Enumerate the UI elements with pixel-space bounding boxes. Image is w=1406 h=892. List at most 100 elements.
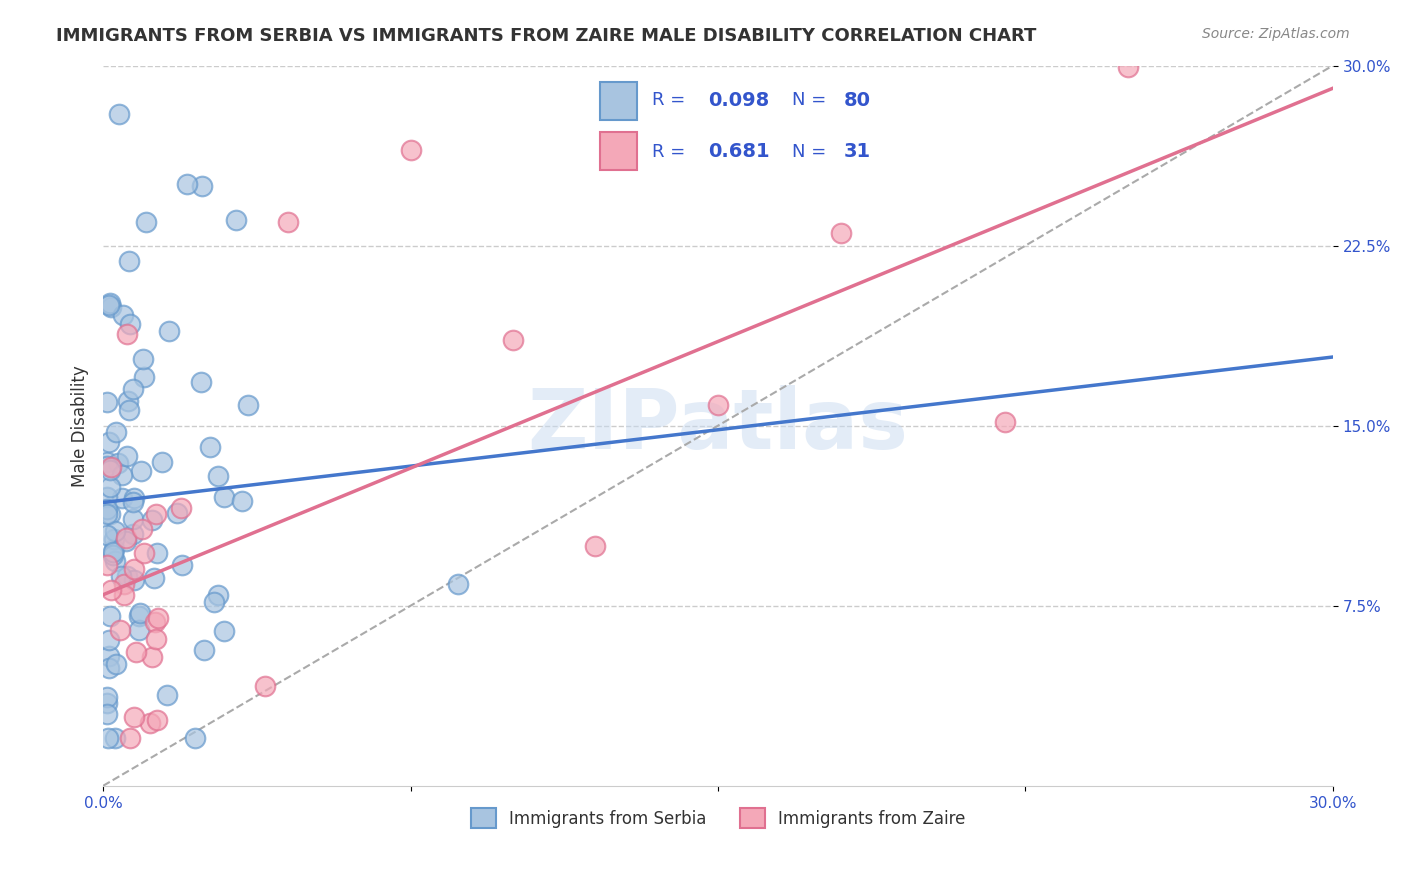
Text: ZIPatlas: ZIPatlas <box>527 385 908 467</box>
Immigrants from Serbia <box>114 533 136 548</box>
Immigrants from Serbia <box>117 394 139 409</box>
Immigrants from Zaire <box>994 415 1017 429</box>
Immigrants from Zaire <box>141 649 163 664</box>
Immigrants from Zaire <box>254 679 277 693</box>
Immigrants from Zaire <box>145 632 167 646</box>
Immigrants from Serbia <box>98 298 121 312</box>
FancyBboxPatch shape <box>600 132 637 169</box>
Immigrants from Serbia <box>225 213 247 227</box>
Immigrants from Serbia <box>97 660 120 674</box>
Immigrants from Serbia <box>128 623 150 637</box>
Immigrants from Serbia <box>107 106 129 120</box>
Immigrants from Zaire <box>122 562 145 576</box>
Text: Source: ZipAtlas.com: Source: ZipAtlas.com <box>1202 27 1350 41</box>
Text: IMMIGRANTS FROM SERBIA VS IMMIGRANTS FROM ZAIRE MALE DISABILITY CORRELATION CHAR: IMMIGRANTS FROM SERBIA VS IMMIGRANTS FRO… <box>56 27 1036 45</box>
Immigrants from Serbia <box>98 434 121 449</box>
Immigrants from Serbia <box>110 569 132 583</box>
Immigrants from Zaire <box>1116 60 1139 74</box>
Immigrants from Serbia <box>96 696 118 710</box>
Immigrants from Serbia <box>96 455 118 469</box>
Immigrants from Serbia <box>122 527 145 541</box>
Immigrants from Serbia <box>166 506 188 520</box>
Immigrants from Serbia <box>104 524 127 538</box>
Text: 80: 80 <box>844 91 872 110</box>
Immigrants from Serbia <box>128 606 150 620</box>
Text: N =: N = <box>792 91 831 109</box>
Immigrants from Serbia <box>115 569 138 583</box>
Immigrants from Serbia <box>236 398 259 412</box>
Immigrants from Serbia <box>98 463 121 477</box>
Immigrants from Zaire <box>134 546 156 560</box>
Immigrants from Serbia <box>150 455 173 469</box>
Immigrants from Serbia <box>170 558 193 573</box>
Immigrants from Zaire <box>110 623 132 637</box>
Immigrants from Serbia <box>202 595 225 609</box>
Immigrants from Serbia <box>132 370 155 384</box>
Immigrants from Serbia <box>97 731 120 745</box>
Immigrants from Serbia <box>212 624 235 639</box>
Immigrants from Serbia <box>129 464 152 478</box>
Immigrants from Zaire <box>139 715 162 730</box>
Immigrants from Zaire <box>100 459 122 474</box>
Immigrants from Serbia <box>132 351 155 366</box>
Immigrants from Serbia <box>157 324 180 338</box>
FancyBboxPatch shape <box>600 82 637 120</box>
Immigrants from Serbia <box>231 493 253 508</box>
Immigrants from Serbia <box>96 459 118 474</box>
Immigrants from Zaire <box>115 326 138 341</box>
Immigrants from Serbia <box>96 508 118 522</box>
Immigrants from Serbia <box>118 253 141 268</box>
Immigrants from Serbia <box>111 468 134 483</box>
Immigrants from Serbia <box>98 633 121 648</box>
Immigrants from Serbia <box>122 491 145 505</box>
Immigrants from Serbia <box>120 318 142 332</box>
Immigrants from Serbia <box>141 512 163 526</box>
Immigrants from Zaire <box>707 398 730 412</box>
Immigrants from Serbia <box>146 546 169 560</box>
Legend: Immigrants from Serbia, Immigrants from Zaire: Immigrants from Serbia, Immigrants from … <box>464 801 972 835</box>
Immigrants from Zaire <box>131 522 153 536</box>
Immigrants from Serbia <box>121 382 143 396</box>
Immigrants from Zaire <box>143 615 166 629</box>
Immigrants from Zaire <box>112 577 135 591</box>
Text: R =: R = <box>652 143 692 161</box>
Text: 0.681: 0.681 <box>709 142 769 161</box>
Immigrants from Serbia <box>193 643 215 657</box>
Immigrants from Serbia <box>176 178 198 192</box>
Immigrants from Serbia <box>96 502 118 516</box>
Immigrants from Serbia <box>104 554 127 568</box>
Immigrants from Serbia <box>207 588 229 602</box>
Immigrants from Serbia <box>447 577 470 591</box>
Immigrants from Serbia <box>214 490 236 504</box>
Immigrants from Zaire <box>145 507 167 521</box>
Y-axis label: Male Disability: Male Disability <box>72 365 89 486</box>
Immigrants from Serbia <box>98 296 121 310</box>
Immigrants from Zaire <box>583 539 606 553</box>
Immigrants from Serbia <box>207 468 229 483</box>
Immigrants from Serbia <box>115 450 138 464</box>
Immigrants from Serbia <box>190 375 212 389</box>
Immigrants from Serbia <box>96 528 118 542</box>
Immigrants from Zaire <box>145 713 167 727</box>
Immigrants from Zaire <box>502 333 524 347</box>
Immigrants from Serbia <box>104 731 127 745</box>
Immigrants from Serbia <box>191 178 214 193</box>
Immigrants from Serbia <box>118 403 141 417</box>
Immigrants from Zaire <box>112 588 135 602</box>
Immigrants from Serbia <box>122 495 145 509</box>
Immigrants from Serbia <box>156 688 179 702</box>
Immigrants from Zaire <box>118 731 141 745</box>
Immigrants from Serbia <box>111 491 134 506</box>
Immigrants from Serbia <box>103 545 125 559</box>
Immigrants from Serbia <box>100 300 122 314</box>
Immigrants from Serbia <box>100 609 122 624</box>
Immigrants from Serbia <box>98 508 121 522</box>
Immigrants from Zaire <box>830 226 852 240</box>
Immigrants from Serbia <box>198 440 221 454</box>
Immigrants from Serbia <box>122 512 145 526</box>
Immigrants from Zaire <box>277 214 299 228</box>
Immigrants from Serbia <box>101 548 124 562</box>
Immigrants from Serbia <box>105 657 128 671</box>
Immigrants from Zaire <box>170 500 193 515</box>
Immigrants from Serbia <box>96 707 118 722</box>
